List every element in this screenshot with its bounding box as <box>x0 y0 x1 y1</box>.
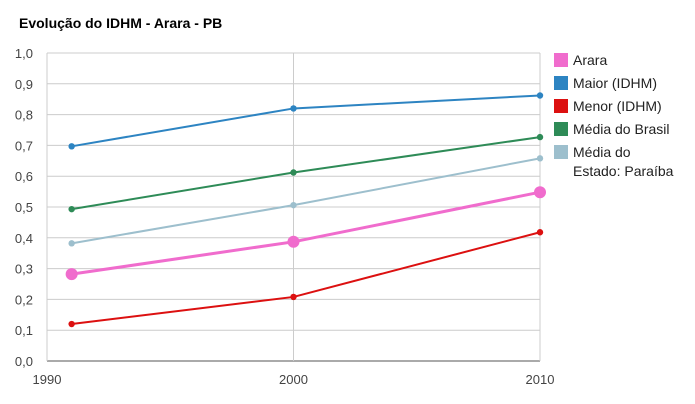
y-tick-label: 0,0 <box>15 354 33 369</box>
data-point <box>536 229 544 236</box>
legend-swatch <box>554 122 568 136</box>
series-line <box>71 231 541 326</box>
legend-label: Arara <box>573 52 607 68</box>
data-point <box>536 133 544 141</box>
legend-label: Estado: Paraíba <box>573 163 674 179</box>
x-tick-label: 1990 <box>33 372 62 387</box>
data-point <box>68 205 75 213</box>
y-tick-label: 0,5 <box>15 200 33 215</box>
data-point <box>290 169 297 176</box>
y-tick-label: 0,1 <box>15 323 33 338</box>
y-tick-label: 1,0 <box>15 46 33 61</box>
legend-swatch <box>554 145 568 159</box>
data-point <box>287 235 300 248</box>
legend-swatch <box>554 53 568 67</box>
x-tick-label: 2010 <box>526 372 555 387</box>
y-tick-label: 0,3 <box>15 262 33 277</box>
legend-swatch <box>554 76 568 90</box>
series-line <box>71 94 541 148</box>
legend-swatch <box>554 99 568 113</box>
data-point <box>534 186 546 199</box>
data-point <box>68 320 75 328</box>
data-point <box>290 293 297 301</box>
series-line <box>71 136 541 211</box>
data-point <box>536 155 544 162</box>
y-tick-label: 0,9 <box>15 77 33 92</box>
chart-title: Evolução do IDHM - Arara - PB <box>19 15 222 31</box>
data-point <box>290 105 297 112</box>
legend-label: Maior (IDHM) <box>573 75 657 91</box>
x-tick-label: 2000 <box>279 372 308 387</box>
legend-label: Menor (IDHM) <box>573 98 662 114</box>
legend-label: Média do <box>573 144 631 160</box>
y-tick-label: 0,6 <box>15 169 33 184</box>
y-tick-label: 0,7 <box>15 138 33 153</box>
data-point <box>290 201 297 209</box>
legend-label: Média do Brasil <box>573 121 670 137</box>
y-tick-label: 0,4 <box>15 231 33 246</box>
data-point <box>68 143 75 150</box>
chart-series <box>65 92 546 328</box>
y-axis-ticks: 0,0 0,1 0,2 0,3 0,4 0,5 0,6 0,7 0,8 0,9 1,0 <box>15 46 33 369</box>
data-point <box>68 240 75 247</box>
x-axis-ticks: 1990 2000 2010 <box>33 372 555 387</box>
series-line <box>71 190 541 276</box>
y-tick-label: 0,2 <box>15 292 33 307</box>
chart-legend: Arara Maior (IDHM) Menor (IDHM) Média do Br… <box>554 52 674 179</box>
y-tick-label: 0,8 <box>15 108 33 123</box>
data-point <box>65 268 78 281</box>
data-point <box>536 92 544 99</box>
